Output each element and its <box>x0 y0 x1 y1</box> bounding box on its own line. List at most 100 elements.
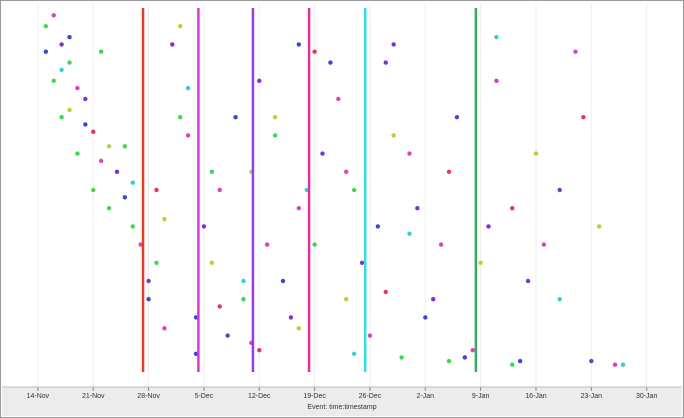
point <box>612 362 618 367</box>
x-tick-label: 5-Dec <box>195 393 214 400</box>
point <box>620 362 626 367</box>
point <box>114 169 120 174</box>
point <box>296 42 301 47</box>
x-tick-label: 28-Nov <box>137 393 160 400</box>
point <box>351 187 357 193</box>
point <box>257 78 262 84</box>
point <box>510 362 515 367</box>
point <box>106 144 112 149</box>
point <box>383 289 388 295</box>
point <box>525 278 531 284</box>
point <box>359 260 365 265</box>
point <box>51 13 56 18</box>
point <box>162 216 167 222</box>
point <box>272 133 278 138</box>
point <box>280 278 286 284</box>
point <box>122 144 128 149</box>
point <box>98 158 104 164</box>
point <box>320 151 325 156</box>
point <box>430 297 436 302</box>
point <box>241 278 246 284</box>
point <box>351 351 357 356</box>
point <box>391 133 396 138</box>
point <box>209 169 215 174</box>
point <box>312 49 317 54</box>
point <box>415 206 420 211</box>
point <box>75 151 80 156</box>
point <box>423 315 428 320</box>
point <box>446 358 452 364</box>
point <box>407 231 412 236</box>
point <box>106 206 112 211</box>
x-tick-label: 16-Jan <box>525 393 547 400</box>
point <box>517 358 523 364</box>
point <box>59 67 64 73</box>
point <box>217 304 222 309</box>
point <box>98 49 104 54</box>
point <box>446 169 452 174</box>
point <box>67 60 72 65</box>
point <box>185 85 191 91</box>
point <box>83 96 88 102</box>
point <box>225 333 230 338</box>
point <box>557 297 562 302</box>
point <box>122 195 128 200</box>
point <box>51 78 56 84</box>
point <box>541 242 547 247</box>
point <box>454 115 460 120</box>
point <box>336 96 341 102</box>
point <box>573 49 578 54</box>
point <box>581 115 586 120</box>
x-tick-label: 21-Nov <box>82 393 105 400</box>
point <box>43 24 49 29</box>
point <box>185 133 191 138</box>
point <box>391 42 396 47</box>
x-tick-label: 2-Jan <box>417 393 435 400</box>
point <box>193 315 199 320</box>
point <box>154 260 159 265</box>
x-tick-label: 12-Dec <box>248 393 271 400</box>
point <box>130 180 135 185</box>
point <box>462 355 468 360</box>
point <box>557 187 562 193</box>
axis-strip <box>2 387 682 416</box>
point <box>154 187 159 193</box>
point <box>478 260 483 265</box>
x-tick-label: 30-Jan <box>636 393 658 400</box>
point <box>209 260 215 265</box>
point <box>59 115 64 120</box>
point <box>162 326 167 331</box>
point <box>83 122 88 127</box>
point <box>257 347 262 353</box>
point <box>146 297 151 302</box>
point <box>170 42 175 47</box>
point <box>344 169 349 174</box>
x-tick-label: 9-Jan <box>472 393 490 400</box>
point <box>312 242 317 247</box>
point <box>296 326 301 331</box>
point <box>233 115 238 120</box>
point <box>589 358 594 364</box>
point <box>178 24 183 29</box>
point <box>533 151 539 156</box>
point <box>486 224 491 229</box>
x-tick-label: 14-Nov <box>27 393 50 400</box>
point <box>383 60 388 65</box>
x-tick-label: 26-Dec <box>359 393 382 400</box>
point <box>264 242 270 247</box>
point <box>399 355 404 360</box>
point <box>344 297 349 302</box>
point <box>201 224 207 229</box>
point <box>138 242 143 247</box>
point <box>296 206 301 211</box>
point <box>367 333 373 338</box>
point <box>375 224 381 229</box>
point <box>91 129 96 134</box>
point <box>59 42 64 47</box>
point <box>328 60 333 65</box>
point <box>67 107 72 113</box>
point <box>470 347 475 353</box>
